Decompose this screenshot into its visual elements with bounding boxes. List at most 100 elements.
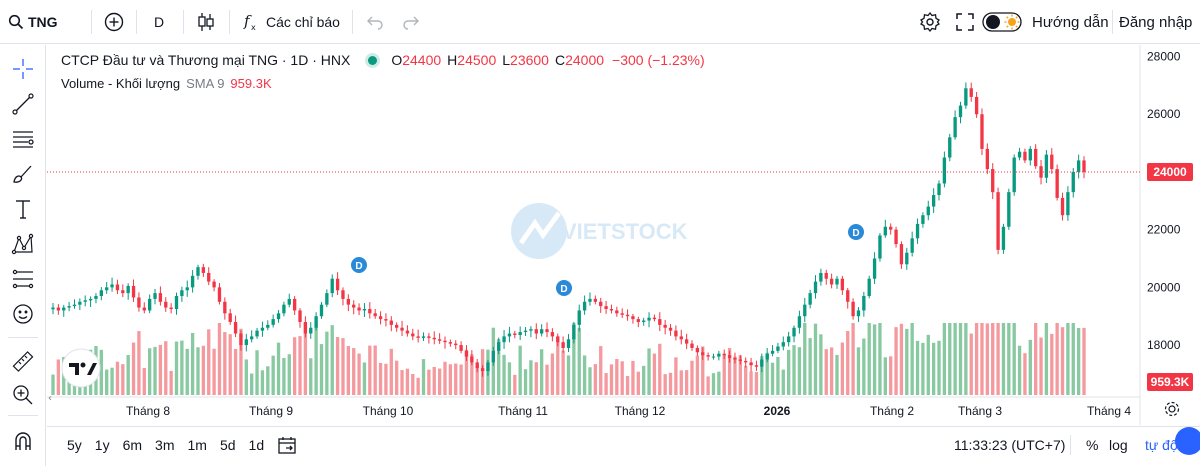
auto-toggle[interactable]: tự độ (1145, 437, 1178, 453)
axis-settings-icon[interactable] (1164, 401, 1180, 417)
volume-bar (201, 345, 206, 395)
price-tick-label: 20000 (1147, 280, 1181, 294)
redo-button[interactable] (402, 0, 420, 44)
candle-body (813, 281, 818, 294)
divider (1112, 10, 1113, 34)
volume-bar (196, 347, 200, 395)
sma-label: SMA 9 (186, 76, 225, 91)
volume-bar (996, 323, 1000, 395)
emoji-tool[interactable] (9, 300, 37, 328)
high-label: H (447, 52, 458, 68)
percent-toggle[interactable]: % (1086, 437, 1099, 453)
candle-body (185, 287, 189, 291)
range-5y-button[interactable]: 5y (67, 437, 82, 453)
range-1m-button[interactable]: 1m (187, 437, 207, 453)
fullscreen-button[interactable] (955, 0, 975, 44)
clock-display[interactable]: 11:33:23 (UTC+7) (954, 437, 1066, 453)
crosshair-tool[interactable] (9, 55, 37, 83)
theme-toggle-icon (982, 11, 1024, 33)
date-range-button[interactable] (277, 427, 297, 463)
candle-body (217, 287, 222, 302)
volume-bar (126, 355, 130, 395)
range-5d-button[interactable]: 5d (219, 437, 236, 453)
chat-bubble-icon[interactable] (1175, 427, 1200, 455)
volume-bar (147, 348, 152, 395)
volume-bar (1034, 323, 1038, 395)
range-3m-button[interactable]: 3m (155, 437, 175, 453)
low-value: 23600 (510, 52, 549, 68)
dividend-marker-label: D (852, 228, 859, 239)
candle-body (357, 307, 361, 311)
volume-bar (824, 349, 828, 395)
volume-bar (51, 374, 55, 395)
candle-body (889, 226, 893, 230)
fib-tool[interactable] (9, 125, 37, 153)
change-value: −300 (−1.23%) (612, 52, 705, 68)
candle-series (51, 82, 1086, 377)
collapse-arrow-icon[interactable]: ‹ (48, 393, 52, 404)
ruler-tool[interactable] (9, 347, 37, 375)
range-6m-button[interactable]: 6m (122, 437, 143, 453)
log-toggle[interactable]: log (1109, 437, 1128, 453)
volume-bar (1028, 339, 1032, 395)
divider (8, 415, 38, 416)
candle-body (582, 301, 587, 311)
volume-value: 959.3K (230, 76, 272, 91)
candle-body (588, 298, 592, 302)
symbol-search[interactable]: TNG (8, 0, 58, 44)
volume-bar (298, 336, 302, 395)
chart-pane[interactable]: VIETSTOCK 18000 20000 22000 24000 26000 28000… (47, 45, 1200, 425)
candle-body (958, 105, 963, 118)
guide-link[interactable]: Hướng dẫn (1032, 13, 1109, 31)
dividend-marker (351, 257, 367, 273)
candle-body (727, 355, 732, 359)
prediction-tool[interactable] (9, 265, 37, 293)
pattern-tool[interactable] (9, 230, 37, 258)
volume-bar (266, 366, 270, 395)
candle-body (454, 343, 458, 346)
volume-bar (395, 360, 399, 395)
interval-button[interactable]: D (154, 0, 164, 44)
settings-button[interactable] (919, 0, 941, 44)
volume-bar (722, 354, 726, 395)
candle-body (883, 226, 887, 236)
trend-line-tool[interactable] (9, 90, 37, 118)
candle-body (835, 278, 839, 285)
undo-button[interactable] (366, 0, 384, 44)
zoom-tool[interactable] (9, 381, 37, 409)
dividend-markers[interactable]: D D D (351, 224, 864, 296)
time-axis[interactable]: Tháng 8 Tháng 9 Tháng 10 Tháng 11 Tháng 12 20… (126, 404, 1131, 418)
candle-body (169, 307, 173, 309)
candle-body (437, 339, 442, 341)
compare-button[interactable] (103, 0, 125, 44)
legend-title[interactable]: CTCP Đầu tư và Thương mại TNG · 1D · HNX (61, 52, 351, 68)
candle-body (631, 316, 635, 320)
price-axis[interactable]: 180002000022000240002600028000 (1147, 50, 1181, 353)
candle-body (1044, 154, 1049, 178)
volume-bar (803, 323, 807, 395)
candle-body (207, 272, 211, 282)
candle-body (427, 336, 431, 338)
theme-toggle[interactable] (982, 0, 1024, 44)
volume-bar (174, 341, 179, 395)
candle-body (190, 275, 195, 288)
tradingview-logo-icon[interactable] (61, 348, 101, 388)
candle-body (1060, 197, 1065, 216)
interval-label: D (154, 14, 165, 30)
range-1d-button[interactable]: 1d (248, 437, 265, 453)
candle-body (448, 342, 453, 344)
drawing-toolbar (0, 45, 46, 466)
range-1y-button[interactable]: 1y (94, 437, 110, 453)
candle-body (642, 320, 646, 322)
volume-label[interactable]: Volume - Khối lượng (61, 76, 181, 91)
text-tool[interactable] (9, 195, 37, 223)
candle-body (421, 336, 426, 338)
candle-body (51, 307, 55, 310)
chart-type-button[interactable] (196, 0, 216, 44)
indicators-label: Các chỉ báo (266, 14, 340, 30)
login-link[interactable]: Đăng nhập (1119, 13, 1193, 31)
open-value: 24400 (402, 52, 442, 68)
brush-tool[interactable] (9, 160, 37, 188)
magnet-tool[interactable] (9, 427, 37, 455)
